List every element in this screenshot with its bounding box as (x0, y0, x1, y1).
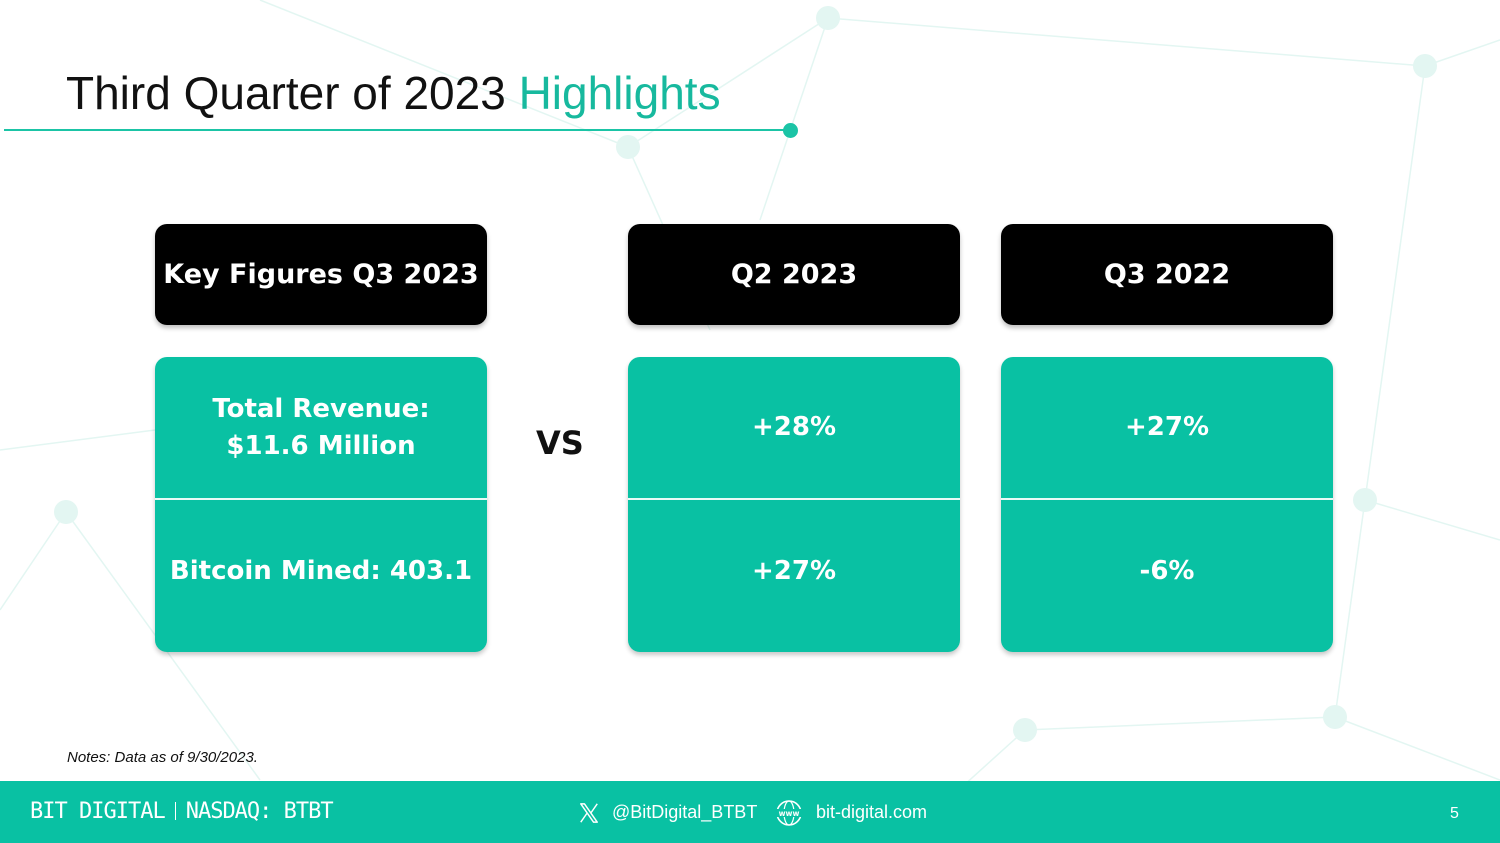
bitcoin-change-value: -6% (1139, 555, 1195, 586)
header-key-figures: Key Figures Q3 2023 (155, 224, 487, 325)
cell-divider (155, 498, 487, 500)
footer-bar: BIT DIGITAL NASDAQ: BTBT @BitDigital_BTBT… (0, 781, 1500, 843)
title-underline-dot (783, 123, 798, 138)
title-underline (4, 129, 790, 131)
x-logo-icon (580, 803, 598, 823)
bitcoin-change-cell: -6% (1001, 500, 1333, 642)
data-box-q2-2023: +28% +27% (628, 357, 960, 652)
revenue-change-value: +28% (751, 412, 837, 442)
header-q2-2023: Q2 2023 (628, 224, 960, 325)
www-globe-icon: www (776, 800, 802, 826)
header-label: Q3 2022 (1103, 259, 1231, 290)
revenue-change-cell: +28% (628, 357, 960, 498)
twitter-handle-link[interactable]: @BitDigital_BTBT (612, 802, 758, 822)
bitcoin-mined-cell: Bitcoin Mined: 403.1 (155, 500, 487, 642)
brand-separator (174, 802, 176, 820)
svg-text:www: www (779, 809, 800, 818)
cell-divider (1001, 498, 1333, 500)
header-q3-2022: Q3 2022 (1001, 224, 1333, 325)
revenue-change-value: +27% (1124, 412, 1210, 442)
website-link[interactable]: bit-digital.com (816, 802, 928, 822)
nasdaq-ticker: NASDAQ: BTBT (185, 799, 334, 824)
cell-divider (628, 498, 960, 500)
data-box-q3-2022: +27% -6% (1001, 357, 1333, 652)
slide-title: Third Quarter of 2023 Highlights (66, 66, 721, 120)
bitcoin-change-value: +27% (751, 555, 837, 586)
title-main: Third Quarter of 2023 (66, 67, 506, 119)
total-revenue-cell: Total Revenue: $11.6 Million (155, 357, 487, 498)
total-revenue-value: Total Revenue: $11.6 Million (212, 393, 430, 461)
header-label: Key Figures Q3 2023 (163, 259, 479, 290)
data-box-key-figures: Total Revenue: $11.6 Million Bitcoin Min… (155, 357, 487, 652)
notes-text: Notes: Data as of 9/30/2023. (67, 749, 258, 766)
footer-brand: BIT DIGITAL NASDAQ: BTBT (30, 799, 334, 824)
revenue-change-cell: +27% (1001, 357, 1333, 498)
brand-name: BIT DIGITAL (30, 799, 166, 824)
vs-label: VS (536, 424, 584, 462)
title-accent: Highlights (518, 67, 721, 119)
page-number: 5 (1450, 805, 1459, 822)
bitcoin-change-cell: +27% (628, 500, 960, 642)
header-label: Q2 2023 (730, 259, 858, 290)
bitcoin-mined-value: Bitcoin Mined: 403.1 (169, 555, 473, 586)
